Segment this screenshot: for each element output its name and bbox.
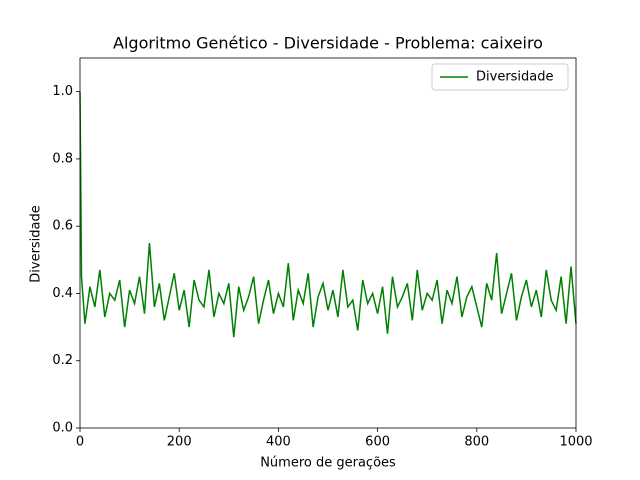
y-tick-label: 0.4 bbox=[52, 286, 73, 301]
x-tick-label: 400 bbox=[266, 435, 291, 450]
y-tick-label: 0.8 bbox=[52, 151, 73, 166]
y-axis-label: Diversidade bbox=[29, 205, 44, 283]
x-tick-label: 0 bbox=[76, 435, 84, 450]
x-tick-label: 600 bbox=[365, 435, 390, 450]
plot-frame bbox=[79, 57, 577, 429]
data-line bbox=[79, 91, 577, 338]
legend-label: Diversidade bbox=[476, 70, 554, 85]
x-tick-label: 800 bbox=[464, 435, 489, 450]
y-tick-label: 1.0 bbox=[52, 84, 73, 99]
x-tick-label: 200 bbox=[167, 435, 192, 450]
chart-title: Algoritmo Genético - Diversidade - Probl… bbox=[113, 34, 543, 53]
y-tick-label: 0.6 bbox=[52, 219, 73, 234]
legend-box bbox=[431, 63, 569, 91]
x-axis-label: Número de gerações bbox=[260, 456, 396, 471]
y-tick-label: 0.0 bbox=[52, 421, 73, 436]
x-tick-label: 1000 bbox=[559, 435, 592, 450]
y-tick-label: 0.2 bbox=[52, 353, 73, 368]
